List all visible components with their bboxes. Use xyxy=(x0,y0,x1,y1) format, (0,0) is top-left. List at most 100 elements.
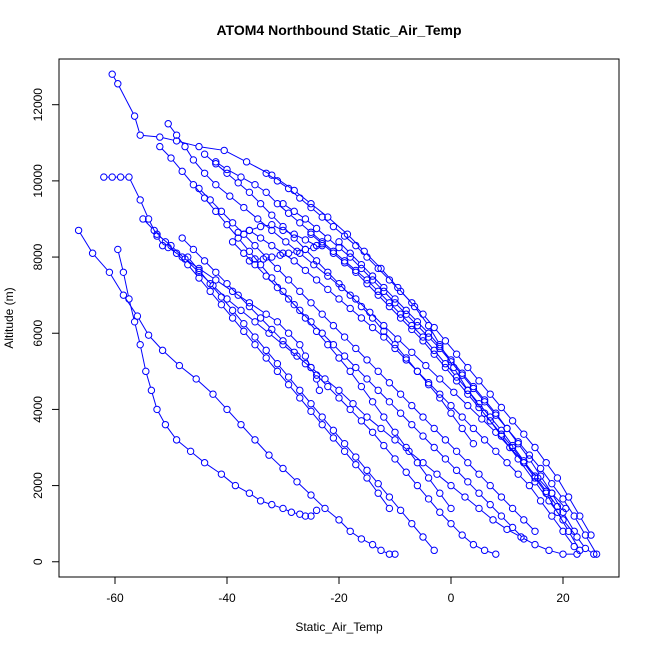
data-point xyxy=(290,257,298,265)
data-point xyxy=(363,474,371,482)
data-point xyxy=(262,310,270,318)
data-point xyxy=(374,386,382,395)
data-point xyxy=(74,226,83,235)
data-point xyxy=(492,550,500,558)
connector-segment xyxy=(143,134,157,138)
connector-segment xyxy=(257,323,267,332)
connector-segment xyxy=(206,262,214,271)
data-point xyxy=(536,472,545,480)
data-point xyxy=(492,411,500,419)
connector-segment xyxy=(279,373,287,383)
connector-segment xyxy=(391,384,399,393)
connector-segment xyxy=(508,464,517,473)
connector-segment xyxy=(318,230,326,237)
data-point xyxy=(374,479,382,488)
data-point xyxy=(307,200,315,208)
connector-segment xyxy=(296,354,304,362)
connector-segment xyxy=(229,174,237,182)
connector-segment xyxy=(228,226,237,236)
connector-segment xyxy=(79,232,92,251)
connector-segment xyxy=(480,409,489,419)
connector-segment xyxy=(217,186,228,195)
connector-segment xyxy=(229,300,239,309)
connector-segment xyxy=(413,304,422,313)
connector-segment xyxy=(270,456,282,467)
connector-segment xyxy=(553,495,565,507)
data-point xyxy=(436,489,444,497)
data-point xyxy=(189,156,198,164)
connector-segment xyxy=(279,323,287,332)
connector-segment xyxy=(374,329,382,336)
connector-segment xyxy=(198,380,211,393)
data-point xyxy=(363,413,371,421)
connector-segment xyxy=(380,392,388,400)
data-point xyxy=(374,367,382,376)
connector-segment xyxy=(307,365,315,374)
connector-segment xyxy=(530,461,540,474)
connector-segment xyxy=(241,230,247,233)
connector-segment xyxy=(476,545,482,550)
connector-segment xyxy=(385,419,394,430)
data-point xyxy=(200,169,209,177)
data-point xyxy=(167,154,175,162)
data-point xyxy=(461,493,469,501)
connector-segment xyxy=(273,217,282,225)
connector-segment xyxy=(368,258,377,267)
connector-segment xyxy=(312,496,324,507)
connector-segment xyxy=(569,533,579,548)
connector-segment xyxy=(279,365,287,375)
data-point xyxy=(380,321,388,330)
data-point xyxy=(573,533,581,541)
data-point xyxy=(262,169,270,177)
connector-segment xyxy=(158,411,165,423)
connector-segment xyxy=(340,360,349,370)
connector-segment xyxy=(211,285,220,295)
connector-segment xyxy=(564,514,574,529)
data-point xyxy=(436,394,444,402)
data-point xyxy=(469,384,478,393)
data-point xyxy=(352,268,360,276)
data-point xyxy=(408,401,416,410)
data-point xyxy=(240,327,248,336)
data-point xyxy=(161,238,170,246)
data-point xyxy=(312,327,321,336)
connector-segment xyxy=(211,293,220,303)
connector-segment xyxy=(363,266,371,275)
data-point xyxy=(287,508,296,516)
data-point xyxy=(430,546,438,555)
series-trace xyxy=(74,226,399,558)
data-point xyxy=(357,302,366,311)
connector-segment xyxy=(251,308,259,317)
connector-segment xyxy=(586,537,596,552)
connector-segment xyxy=(396,461,405,471)
data-point xyxy=(536,464,545,473)
data-point xyxy=(424,495,433,503)
data-point xyxy=(192,375,200,383)
data-point xyxy=(352,453,360,461)
data-point xyxy=(321,504,329,513)
data-point xyxy=(228,287,237,296)
connector-segment xyxy=(245,325,254,335)
data-point xyxy=(349,399,357,408)
data-point xyxy=(273,177,282,185)
series-trace xyxy=(335,238,578,535)
connector-segment xyxy=(523,538,533,544)
connector-segment xyxy=(262,239,270,245)
data-point xyxy=(441,363,450,372)
data-point xyxy=(385,302,394,311)
connector-segment xyxy=(368,480,377,491)
connector-segment xyxy=(486,441,494,450)
connector-segment xyxy=(447,342,455,353)
data-point xyxy=(220,146,228,155)
connector-segment xyxy=(486,402,495,412)
data-point xyxy=(200,194,209,202)
data-point xyxy=(245,188,254,197)
connector-segment xyxy=(503,498,511,507)
connector-segment xyxy=(469,483,478,492)
data-point xyxy=(419,413,427,421)
connector-segment xyxy=(435,356,444,366)
connector-segment xyxy=(256,247,265,256)
data-point xyxy=(251,318,259,326)
data-point xyxy=(486,500,494,509)
data-point xyxy=(200,257,209,265)
